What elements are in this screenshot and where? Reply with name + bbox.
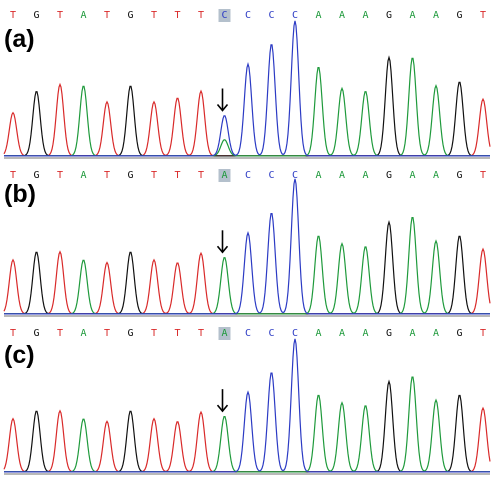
base-call: G	[456, 170, 462, 181]
panel-label-b: (b)	[4, 180, 36, 208]
base-call: G	[456, 328, 462, 339]
base-call: A	[362, 10, 368, 21]
trace-A	[4, 217, 490, 315]
base-call: A	[80, 328, 86, 339]
base-call: A	[433, 328, 439, 339]
base-call: A	[339, 170, 345, 181]
base-call: C	[245, 10, 251, 21]
base-call: C	[221, 10, 227, 21]
base-call: A	[339, 328, 345, 339]
base-call: C	[268, 170, 274, 181]
base-call: A	[409, 10, 415, 21]
trace-A	[4, 376, 490, 473]
base-call: G	[127, 170, 133, 181]
base-call: G	[386, 10, 392, 21]
base-call: G	[33, 328, 39, 339]
highlight-box	[218, 169, 231, 182]
panel-label-c: (c)	[4, 341, 35, 369]
base-call: A	[221, 328, 227, 339]
panel-c: (c) T G T A T G T T T A C C C A A A G A A G T	[3, 327, 491, 475]
base-call: T	[151, 170, 157, 181]
base-call: T	[174, 170, 180, 181]
base-call: A	[315, 328, 321, 339]
base-call: G	[127, 10, 133, 21]
base-call: T	[104, 10, 110, 21]
base-call: A	[221, 170, 227, 181]
base-call: T	[480, 170, 486, 181]
highlight-box	[218, 327, 231, 340]
base-call: T	[198, 10, 204, 21]
base-call: A	[80, 10, 86, 21]
base-call: T	[174, 328, 180, 339]
panel-b: (b) T G T A T G T T T A C C C A A A G A A G T	[3, 169, 491, 317]
base-call: T	[10, 328, 16, 339]
base-call: G	[456, 10, 462, 21]
trace-C	[4, 338, 490, 473]
base-call: G	[33, 170, 39, 181]
base-call: G	[127, 328, 133, 339]
trace-C	[4, 178, 490, 315]
base-call: T	[151, 10, 157, 21]
arrow-head	[216, 245, 229, 254]
base-call: T	[198, 328, 204, 339]
base-call: C	[292, 328, 298, 339]
base-call: C	[292, 170, 298, 181]
base-call: T	[480, 10, 486, 21]
highlight-box	[218, 9, 231, 22]
base-call: C	[245, 328, 251, 339]
base-call: T	[10, 10, 16, 21]
arrow-head	[216, 103, 229, 112]
base-call: T	[104, 328, 110, 339]
base-call: A	[80, 170, 86, 181]
base-call: T	[57, 328, 63, 339]
base-call: G	[33, 10, 39, 21]
base-call: G	[386, 328, 392, 339]
base-call: C	[292, 10, 298, 21]
base-call: C	[268, 10, 274, 21]
base-call: A	[315, 10, 321, 21]
base-call: T	[104, 170, 110, 181]
base-call: G	[386, 170, 392, 181]
base-call: A	[433, 10, 439, 21]
trace-C	[4, 20, 490, 157]
base-call: A	[362, 170, 368, 181]
base-call: A	[409, 328, 415, 339]
base-call: A	[433, 170, 439, 181]
base-call: A	[409, 170, 415, 181]
panel-label-a: (a)	[4, 25, 35, 53]
base-call: A	[362, 328, 368, 339]
base-call: T	[198, 170, 204, 181]
panel-a: (a) T G T A T G T T T C C C C A A A G A A G T	[3, 9, 491, 159]
base-call: T	[174, 10, 180, 21]
trace-A	[4, 57, 490, 157]
base-call: T	[480, 328, 486, 339]
base-call: T	[10, 170, 16, 181]
base-call: T	[151, 328, 157, 339]
base-call: T	[57, 10, 63, 21]
base-call: T	[57, 170, 63, 181]
base-call: C	[268, 328, 274, 339]
base-call: C	[245, 170, 251, 181]
base-call: A	[339, 10, 345, 21]
arrow-head	[216, 404, 229, 413]
base-call: A	[315, 170, 321, 181]
